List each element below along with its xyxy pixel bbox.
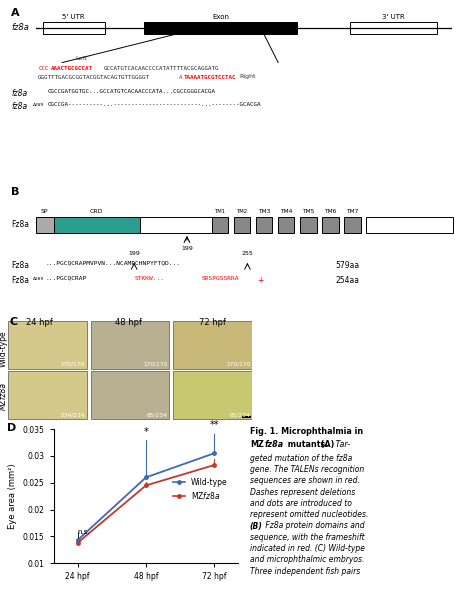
Text: MZ: MZ xyxy=(250,440,264,449)
Text: Fig. 1. Microphthalmia in: Fig. 1. Microphthalmia in xyxy=(250,427,363,436)
Text: 24 hpf: 24 hpf xyxy=(26,318,53,327)
Text: STKKW...: STKKW... xyxy=(134,276,164,281)
Text: A: A xyxy=(179,76,183,80)
Text: 234/234: 234/234 xyxy=(60,412,85,417)
Text: SP: SP xyxy=(41,209,49,214)
Bar xyxy=(234,217,250,233)
Text: 579aa: 579aa xyxy=(336,261,360,270)
Text: TM4: TM4 xyxy=(280,209,292,214)
Text: n.s.: n.s. xyxy=(78,529,90,535)
Text: Wild-type: Wild-type xyxy=(0,330,8,367)
Text: Δ289: Δ289 xyxy=(33,277,44,281)
Bar xyxy=(256,217,272,233)
Text: (A): (A) xyxy=(318,440,335,449)
Bar xyxy=(173,321,252,369)
Text: 3' UTR: 3' UTR xyxy=(382,14,405,20)
Text: 170/170: 170/170 xyxy=(226,362,250,367)
Text: Fz8a: Fz8a xyxy=(11,261,29,270)
Bar xyxy=(91,371,170,419)
Text: CRD: CRD xyxy=(90,209,104,214)
Text: ...PGCQCRAP: ...PGCQCRAP xyxy=(46,276,87,281)
Text: *: * xyxy=(143,427,149,437)
Text: 199: 199 xyxy=(128,251,140,256)
Text: 5' UTR: 5' UTR xyxy=(63,14,85,20)
Text: 170/170: 170/170 xyxy=(143,362,168,367)
Text: fz8a: fz8a xyxy=(11,103,28,111)
Text: geted mutation of the fz8a: geted mutation of the fz8a xyxy=(250,454,352,462)
Bar xyxy=(140,217,212,233)
Text: Δ289: Δ289 xyxy=(32,103,43,107)
Bar xyxy=(54,217,140,233)
Text: Right: Right xyxy=(240,73,256,79)
Text: 170/170: 170/170 xyxy=(60,362,85,367)
Text: Fz8a: Fz8a xyxy=(11,276,29,285)
Text: fz8a: fz8a xyxy=(11,23,29,32)
Text: Dashes represent deletions: Dashes represent deletions xyxy=(250,488,355,496)
Text: Tar-: Tar- xyxy=(333,440,350,449)
Bar xyxy=(36,217,54,233)
Text: 65/234: 65/234 xyxy=(147,412,168,417)
Bar xyxy=(8,371,87,419)
Text: B: B xyxy=(11,187,20,197)
Text: CGCCGATGGTGC...GCCATGTCACAACCCATA...CGCCGGGCACGA: CGCCGATGGTGC...GCCATGTCACAACCCATA...CGCC… xyxy=(48,89,216,94)
Text: 199: 199 xyxy=(181,246,193,251)
Text: GGGTTTGACGCGGTACGGTACAGTGTTGGGGT: GGGTTTGACGCGGTACGGTACAGTGTTGGGGT xyxy=(38,76,150,80)
Text: TM6: TM6 xyxy=(325,209,337,214)
Text: 255: 255 xyxy=(241,251,253,256)
Text: CGCCGA----------...-------------------------...--------GCACGA: CGCCGA----------...---------------------… xyxy=(48,103,261,107)
Text: TM3: TM3 xyxy=(258,209,270,214)
Text: 65/234: 65/234 xyxy=(230,412,250,417)
Text: Fz8a protein domains and: Fz8a protein domains and xyxy=(263,522,365,530)
Text: represent omitted nucleotides.: represent omitted nucleotides. xyxy=(250,510,368,519)
Text: Exon: Exon xyxy=(212,14,229,20)
Text: and microphthalmic embryos.: and microphthalmic embryos. xyxy=(250,555,364,564)
Text: TM7: TM7 xyxy=(347,209,359,214)
Text: TAAAATGCGTCCTAC: TAAAATGCGTCCTAC xyxy=(184,76,236,80)
Text: and dots are introduced to: and dots are introduced to xyxy=(250,499,352,508)
Y-axis label: Eye area (mm²): Eye area (mm²) xyxy=(8,463,17,529)
Text: Left: Left xyxy=(76,55,87,61)
Text: **: ** xyxy=(210,420,219,430)
Legend: Wild-type, MZ$\it{fz8a}$: Wild-type, MZ$\it{fz8a}$ xyxy=(170,475,231,504)
Text: CCC: CCC xyxy=(38,66,49,70)
Text: 72 hpf: 72 hpf xyxy=(199,318,226,327)
Bar xyxy=(300,217,317,233)
Text: MZfz8a: MZfz8a xyxy=(0,383,8,410)
Bar xyxy=(8,321,87,369)
Text: sequences are shown in red.: sequences are shown in red. xyxy=(250,476,360,485)
Text: 254aa: 254aa xyxy=(336,276,360,285)
Text: TM5: TM5 xyxy=(302,209,315,214)
Bar xyxy=(322,217,339,233)
Bar xyxy=(278,217,295,233)
Text: Three independent fish pairs: Three independent fish pairs xyxy=(250,567,360,576)
Bar xyxy=(91,321,170,369)
Bar xyxy=(43,22,106,34)
Text: +: + xyxy=(257,276,263,285)
Text: mutants.: mutants. xyxy=(285,440,328,449)
Text: D: D xyxy=(7,423,16,433)
Text: sequence, with the frameshift: sequence, with the frameshift xyxy=(250,533,364,542)
Bar xyxy=(173,371,252,419)
Text: A: A xyxy=(11,8,20,18)
Text: 48 hpf: 48 hpf xyxy=(115,318,142,327)
Text: SRSPGSSRRA: SRSPGSSRRA xyxy=(201,276,239,281)
Text: TM2: TM2 xyxy=(237,209,248,214)
Bar xyxy=(212,217,228,233)
Text: gene. The TALENs recognition: gene. The TALENs recognition xyxy=(250,465,364,474)
Text: fz8a: fz8a xyxy=(11,89,28,98)
Bar xyxy=(367,217,453,233)
Bar xyxy=(144,22,297,34)
Text: fz8a: fz8a xyxy=(265,440,284,449)
Text: ...PGCQCRAPMVPVN...NCAMPCHNPYFTQD...: ...PGCQCRAPMVPVN...NCAMPCHNPYFTQD... xyxy=(46,261,181,266)
Bar xyxy=(350,22,437,34)
Text: AAACTGCGCCAT: AAACTGCGCCAT xyxy=(51,66,93,70)
Text: GCCATGTCACAACCCCATATTTTACGCAGGATG: GCCATGTCACAACCCCATATTTTACGCAGGATG xyxy=(104,66,219,70)
Text: TM1: TM1 xyxy=(214,209,226,214)
Bar xyxy=(344,217,361,233)
Text: (B): (B) xyxy=(250,522,263,530)
Text: Fz8a: Fz8a xyxy=(11,221,29,229)
Text: C: C xyxy=(9,317,17,327)
Text: indicated in red. (C) Wild-type: indicated in red. (C) Wild-type xyxy=(250,544,365,553)
